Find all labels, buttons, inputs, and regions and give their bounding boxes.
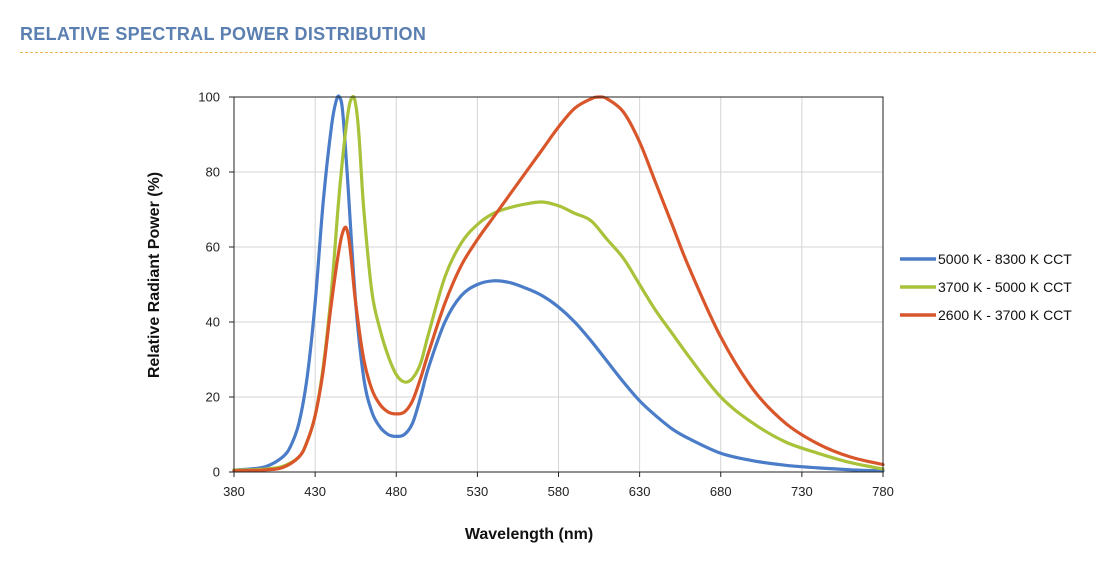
series-line-1 (232, 94, 885, 473)
x-tick-label: 680 (710, 484, 732, 499)
x-tick-label: 530 (467, 484, 489, 499)
y-tick-label: 80 (206, 165, 220, 180)
legend-label-1: 5000 K - 8300 K CCT (938, 251, 1072, 267)
y-tick-label: 0 (213, 465, 220, 480)
page-title: RELATIVE SPECTRAL POWER DISTRIBUTION (20, 24, 427, 44)
y-tick-label: 60 (206, 240, 220, 255)
y-tick-label: 100 (198, 90, 220, 105)
x-tick-label: 630 (629, 484, 651, 499)
x-tick-label: 430 (304, 484, 326, 499)
y-tick-label: 40 (206, 315, 220, 330)
x-tick-label: 380 (223, 484, 245, 499)
legend-label-2: 3700 K - 5000 K CCT (938, 279, 1072, 295)
legend-label-3: 2600 K - 3700 K CCT (938, 307, 1072, 323)
y-tick-label: 20 (206, 390, 220, 405)
series-line-3 (232, 95, 885, 473)
y-axis-title: Relative Radiant Power (%) (146, 172, 163, 378)
x-axis-title: Wavelength (nm) (465, 526, 593, 543)
x-tick-label: 480 (385, 484, 407, 499)
x-tick-label: 580 (548, 484, 570, 499)
x-tick-label: 780 (872, 484, 894, 499)
x-tick-label: 730 (791, 484, 813, 499)
title-divider (20, 52, 1096, 53)
